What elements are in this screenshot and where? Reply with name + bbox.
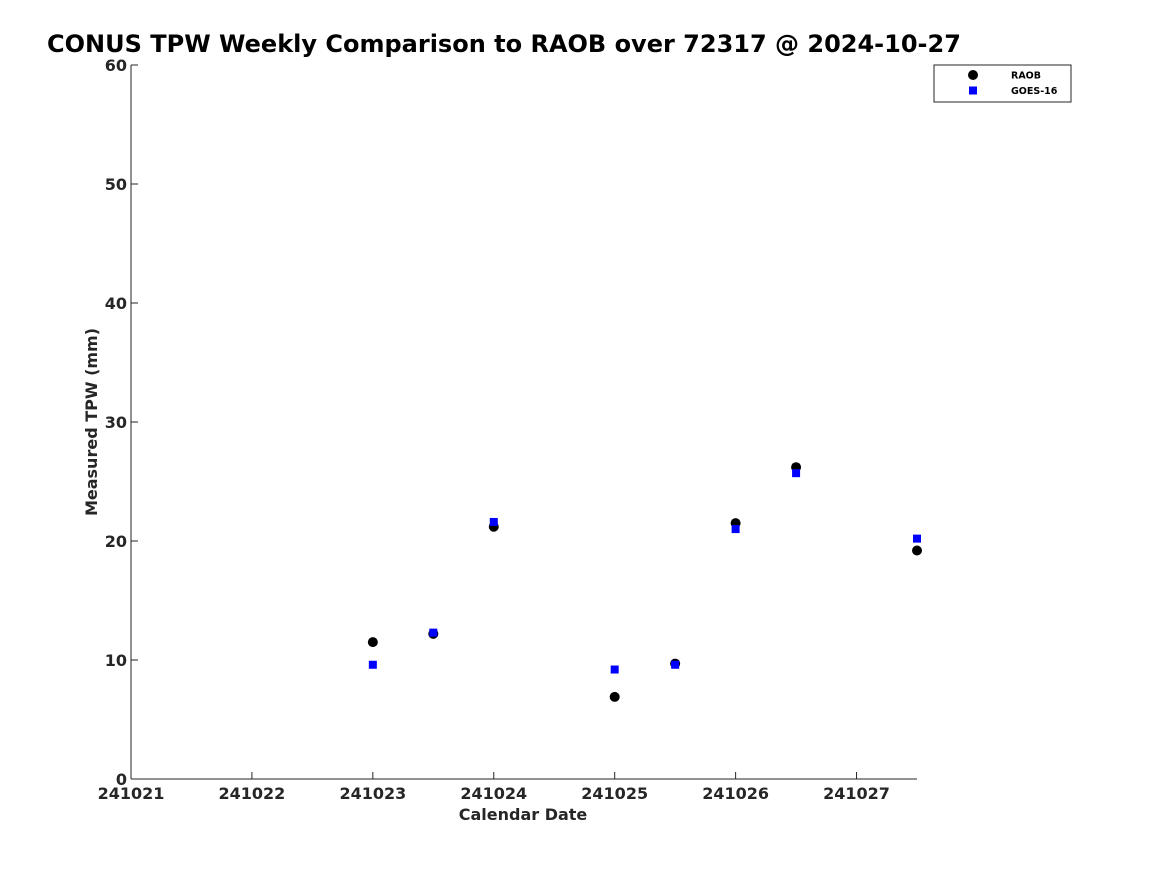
legend-marker-goes16 (969, 86, 977, 95)
chart-title: CONUS TPW Weekly Comparison to RAOB over… (47, 30, 961, 58)
x-tick-label: 241021 (98, 784, 165, 803)
data-point-goes16 (913, 534, 921, 543)
legend-marker-raob (968, 70, 978, 80)
y-axis-label: Measured TPW (mm) (82, 328, 101, 516)
x-tick-label: 241023 (339, 784, 406, 803)
y-tick-label: 10 (105, 651, 127, 670)
data-marks (367, 462, 922, 702)
y-tick-label: 30 (105, 413, 127, 432)
legend: RAOB GOES-16 (933, 64, 1072, 103)
y-tick-label: 40 (105, 294, 127, 313)
y-tick-label: 60 (105, 56, 127, 75)
y-tick-label: 0 (116, 770, 127, 789)
data-point-goes16 (489, 517, 498, 526)
data-point-goes16 (368, 660, 377, 669)
data-point-goes16 (731, 525, 740, 534)
legend-label: RAOB (1011, 71, 1041, 82)
data-point-raob (609, 691, 620, 702)
series-goes-16 (368, 469, 921, 674)
data-point-raob (912, 545, 922, 556)
y-tick-label: 50 (105, 175, 127, 194)
x-tick-label: 241024 (460, 784, 527, 803)
x-axis-label: Calendar Date (459, 805, 588, 824)
data-point-goes16 (792, 469, 801, 478)
series-raob (367, 462, 922, 702)
x-tick-label: 241026 (702, 784, 769, 803)
y-tick-label: 20 (105, 532, 127, 551)
data-point-goes16 (429, 628, 438, 637)
legend-label: GOES-16 (1011, 86, 1058, 97)
data-point-raob (367, 637, 378, 648)
axes: 0 10 20 30 40 50 60 241021 241022 241023 241024 241… (98, 56, 917, 803)
x-tick-label: 241027 (823, 784, 890, 803)
data-point-goes16 (610, 665, 619, 674)
data-point-goes16 (671, 660, 680, 669)
legend-box (933, 64, 1072, 103)
x-tick-label: 241025 (581, 784, 648, 803)
x-tick-label: 241022 (219, 784, 286, 803)
